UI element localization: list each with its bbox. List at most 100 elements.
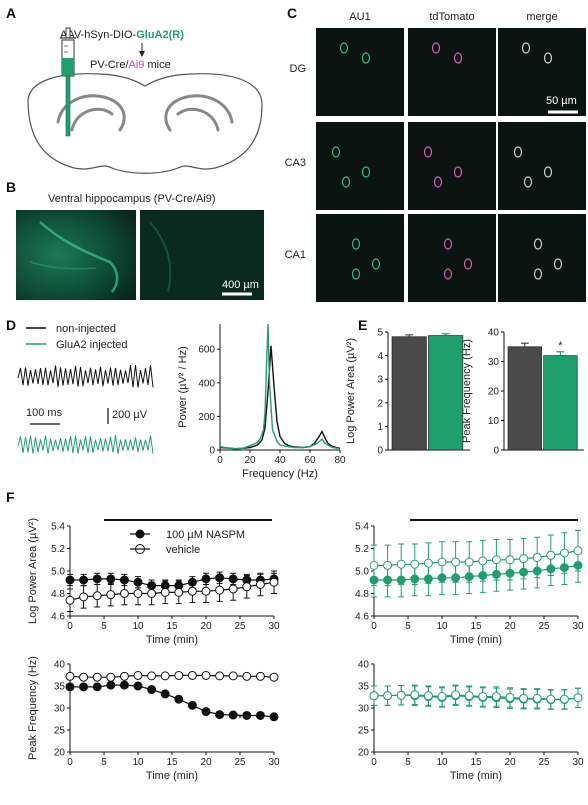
data-point-vehicle (464, 557, 474, 567)
psd-line-gluA2-injected (219, 323, 341, 450)
y-tick-label: 400 (198, 378, 215, 389)
data-point-vehicle (383, 560, 393, 570)
data-point-vehicle (228, 584, 238, 594)
x-tick-label: 10 (132, 757, 144, 768)
data-point-vehicle (532, 553, 542, 562)
data-point-naspm (269, 712, 279, 722)
labeled-cell (443, 268, 453, 280)
x-tick-label: 25 (538, 621, 550, 632)
y-axis-label: Peak Frequency (Hz) (27, 656, 39, 760)
data-point-vehicle (410, 559, 420, 569)
x-tick-label: 15 (470, 621, 482, 632)
data-point-vehicle (255, 671, 265, 681)
data-point-vehicle (106, 590, 116, 600)
data-point-vehicle (228, 671, 238, 681)
syringe-icon (60, 27, 76, 137)
labeled-cell (533, 268, 543, 280)
data-point-naspm (147, 685, 157, 695)
data-point-naspm (79, 575, 89, 585)
scalebar-time-label: 100 ms (26, 407, 63, 419)
series-line-vehicle (374, 694, 579, 700)
lfp-trace-non-injected (17, 364, 154, 388)
tissue-structure (149, 221, 172, 293)
data-point-vehicle (160, 587, 170, 597)
x-tick-label: 30 (572, 621, 584, 632)
y-tick-label: 0 (377, 446, 383, 457)
panel-letter-e: E (358, 317, 367, 333)
x-tick-label: 5 (405, 621, 411, 632)
data-point-naspm (119, 680, 129, 690)
column-header-merge: merge (526, 11, 557, 23)
data-point-vehicle (491, 555, 501, 565)
labeled-cell (341, 176, 351, 188)
timecourse-frequency-control: 0 5 10 15 20 25 30 20 25 30 35 40 Peak Frequency (Hz… (27, 656, 280, 782)
data-point-vehicle (437, 692, 447, 702)
data-point-naspm (106, 574, 116, 584)
y-tick-label: 10 (488, 416, 500, 427)
micrograph-ventral-hippocampus-left (16, 210, 136, 300)
labeled-cell (423, 146, 433, 158)
data-point-vehicle (255, 580, 265, 589)
labeled-cell (513, 146, 523, 158)
x-tick-label: 20 (504, 621, 516, 632)
psd-line-non-injected (219, 345, 341, 450)
y-tick-label: 4.8 (355, 589, 369, 600)
y-tick-label: 0 (209, 446, 215, 457)
data-point-vehicle (491, 692, 501, 702)
series-line-vehicle (374, 550, 579, 566)
psd-chart: 0 20 40 60 80 0 200 400 600 Power (µV² / Hz) Frequ… (177, 323, 346, 480)
y-tick-label: 40 (488, 328, 500, 339)
data-point-naspm (106, 680, 116, 690)
data-point-vehicle (147, 589, 157, 598)
data-point-naspm (65, 682, 75, 692)
x-tick-label: 40 (274, 455, 286, 466)
micrograph-ca3-tdtomato (408, 122, 496, 210)
column-header-tdtomato: tdTomato (429, 11, 474, 23)
bar-glua2-injected (428, 335, 464, 451)
y-tick-label: 5.0 (355, 567, 369, 578)
data-point-vehicle (92, 672, 102, 682)
panel-letter-b: B (6, 179, 16, 195)
y-tick-label: 0 (493, 446, 499, 457)
x-tick-label: 5 (405, 757, 411, 768)
x-tick-label: 5 (101, 621, 107, 632)
data-point-vehicle (187, 586, 197, 596)
labeled-cell (361, 52, 371, 64)
y-tick-label: 25 (54, 726, 66, 737)
micrograph-ca1-tdtomato (408, 214, 496, 302)
data-point-vehicle (546, 550, 556, 560)
data-point-vehicle (79, 592, 89, 602)
labeled-cell (361, 166, 371, 178)
labeled-cell (533, 238, 543, 250)
row-label-ca1: CA1 (285, 249, 306, 261)
data-point-vehicle (423, 558, 433, 568)
y-tick-label: 5.2 (51, 544, 65, 555)
micrograph-dg-tdtomato (408, 28, 496, 116)
data-point-vehicle (119, 671, 129, 681)
y-tick-label: 5.4 (51, 522, 65, 533)
data-point-vehicle (519, 693, 529, 703)
legend-gluA2-injected: GluA2 injected (56, 339, 128, 351)
data-point-vehicle (396, 690, 406, 700)
data-point-vehicle (505, 692, 515, 702)
y-tick-label: 200 (198, 412, 215, 423)
column-header-au1: AU1 (349, 11, 370, 23)
y-tick-label: 30 (488, 357, 500, 368)
micrograph-ca3-merge (498, 122, 586, 210)
timecourse-frequency-gluA2: 0 5 10 15 20 25 30 20 25 30 35 40 Time (min) (358, 660, 584, 783)
data-point-vehicle (65, 595, 75, 605)
x-tick-label: 30 (572, 757, 584, 768)
y-tick-label: 3 (377, 375, 383, 386)
data-point-vehicle (187, 670, 197, 680)
significance-stars-f: *** (238, 713, 252, 725)
scalebar-50um-label: 50 µm (546, 95, 577, 107)
labeled-cell (351, 268, 361, 280)
row-label-dg: DG (290, 63, 307, 75)
labeled-cell (543, 166, 553, 178)
y-tick-label: 4.8 (51, 589, 65, 600)
scalebar-voltage-label: 200 µV (112, 409, 148, 421)
series-line-vehicle (69, 581, 275, 601)
x-tick-label: 0 (371, 757, 377, 768)
data-point-vehicle (215, 585, 225, 595)
y-tick-label: 4.6 (355, 612, 369, 623)
